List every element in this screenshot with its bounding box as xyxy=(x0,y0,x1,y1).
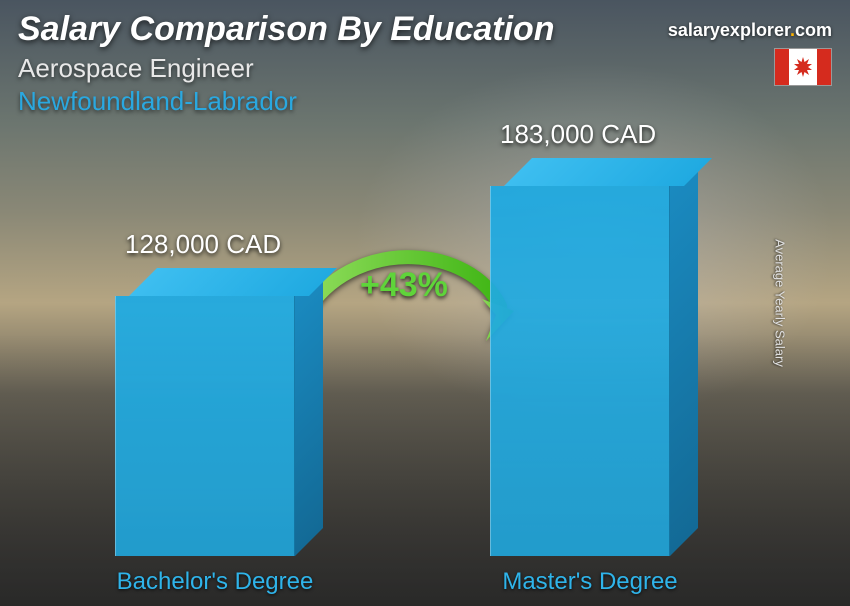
job-title: Aerospace Engineer xyxy=(18,53,832,84)
percent-increase: +43% xyxy=(360,266,448,305)
brand-logo: salaryexplorer.com xyxy=(668,20,832,41)
bar-value-0: 128,000 CAD xyxy=(125,229,281,260)
bar-label-0: Bachelor's Degree xyxy=(105,568,325,596)
brand-suf: com xyxy=(795,20,832,40)
flag-icon xyxy=(774,48,832,86)
bar-chart: +43% 128,000 CADBachelor's Degree183,000… xyxy=(0,136,850,606)
bar-label-1: Master's Degree xyxy=(480,568,700,596)
chart-container: Salary Comparison By Education Aerospace… xyxy=(0,0,850,606)
brand-pre: salary xyxy=(668,20,720,40)
bar-value-1: 183,000 CAD xyxy=(500,119,656,150)
region-label: Newfoundland-Labrador xyxy=(18,86,832,117)
brand-mid: explorer xyxy=(720,20,790,40)
